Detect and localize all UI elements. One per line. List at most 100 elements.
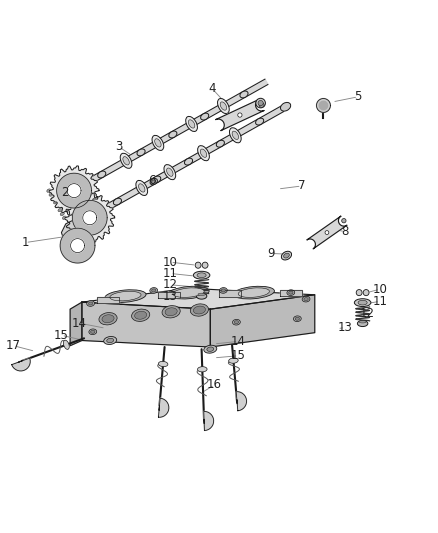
Ellipse shape	[107, 338, 113, 343]
Ellipse shape	[200, 149, 207, 157]
Ellipse shape	[88, 302, 93, 305]
Ellipse shape	[229, 358, 238, 364]
Ellipse shape	[356, 289, 362, 296]
Ellipse shape	[198, 146, 209, 161]
Ellipse shape	[193, 271, 210, 279]
Text: 17: 17	[6, 339, 21, 352]
Text: 8: 8	[342, 225, 349, 238]
Ellipse shape	[289, 291, 293, 294]
Ellipse shape	[256, 118, 264, 125]
Ellipse shape	[186, 116, 198, 132]
Ellipse shape	[280, 102, 291, 111]
Ellipse shape	[198, 367, 207, 372]
Ellipse shape	[195, 262, 201, 268]
Polygon shape	[60, 228, 95, 263]
Ellipse shape	[220, 102, 226, 110]
Ellipse shape	[51, 197, 55, 200]
Ellipse shape	[293, 316, 301, 321]
Ellipse shape	[304, 297, 308, 301]
Polygon shape	[307, 216, 347, 249]
Ellipse shape	[110, 292, 141, 301]
Ellipse shape	[131, 309, 150, 321]
Polygon shape	[93, 106, 283, 217]
Polygon shape	[97, 297, 119, 303]
Ellipse shape	[150, 288, 158, 293]
Polygon shape	[210, 295, 315, 347]
Ellipse shape	[201, 113, 209, 120]
Ellipse shape	[354, 298, 371, 306]
Polygon shape	[49, 166, 99, 215]
Ellipse shape	[233, 319, 240, 325]
Ellipse shape	[259, 102, 264, 107]
Ellipse shape	[89, 329, 97, 335]
Ellipse shape	[284, 253, 290, 258]
Ellipse shape	[198, 293, 205, 296]
Ellipse shape	[196, 293, 207, 299]
Ellipse shape	[207, 347, 214, 351]
Ellipse shape	[158, 361, 168, 367]
Ellipse shape	[120, 154, 132, 168]
Text: 13: 13	[163, 289, 178, 303]
Ellipse shape	[166, 168, 173, 176]
Ellipse shape	[99, 312, 117, 325]
Ellipse shape	[233, 286, 275, 299]
Ellipse shape	[230, 128, 241, 143]
Ellipse shape	[238, 113, 242, 117]
Polygon shape	[215, 99, 264, 131]
Ellipse shape	[102, 315, 114, 322]
Ellipse shape	[98, 171, 106, 178]
Text: 14: 14	[71, 317, 86, 329]
Polygon shape	[236, 392, 247, 411]
Ellipse shape	[216, 140, 224, 147]
Ellipse shape	[136, 180, 148, 196]
Polygon shape	[57, 173, 92, 208]
Ellipse shape	[357, 320, 368, 327]
Ellipse shape	[105, 290, 146, 302]
Text: 11: 11	[373, 295, 388, 308]
Polygon shape	[12, 358, 30, 371]
Ellipse shape	[169, 131, 177, 138]
Ellipse shape	[202, 262, 208, 268]
Text: 13: 13	[338, 321, 353, 334]
Ellipse shape	[184, 158, 193, 165]
Polygon shape	[82, 288, 315, 309]
Ellipse shape	[58, 208, 62, 212]
Ellipse shape	[221, 289, 226, 292]
Polygon shape	[78, 79, 268, 190]
Ellipse shape	[325, 231, 329, 235]
Ellipse shape	[49, 193, 53, 196]
Ellipse shape	[152, 135, 164, 150]
Ellipse shape	[342, 219, 346, 223]
Text: 4: 4	[209, 83, 216, 95]
Ellipse shape	[152, 289, 156, 292]
Text: 15: 15	[231, 349, 246, 362]
Ellipse shape	[164, 165, 176, 180]
Text: 5: 5	[355, 90, 362, 103]
Ellipse shape	[60, 212, 64, 215]
Ellipse shape	[281, 251, 292, 260]
Ellipse shape	[238, 288, 269, 297]
Ellipse shape	[218, 99, 229, 114]
Text: 2: 2	[61, 186, 68, 199]
Ellipse shape	[240, 91, 248, 98]
Text: 12: 12	[360, 307, 374, 320]
Ellipse shape	[113, 198, 121, 205]
Ellipse shape	[53, 200, 57, 204]
Ellipse shape	[47, 189, 51, 192]
Ellipse shape	[191, 304, 208, 316]
Ellipse shape	[173, 288, 204, 297]
Ellipse shape	[56, 205, 60, 208]
Polygon shape	[67, 184, 81, 198]
Ellipse shape	[87, 301, 95, 306]
Text: 14: 14	[231, 335, 246, 348]
Text: 12: 12	[163, 278, 178, 291]
Ellipse shape	[165, 308, 177, 316]
Ellipse shape	[204, 345, 217, 353]
Ellipse shape	[359, 320, 366, 323]
Ellipse shape	[295, 317, 300, 320]
Ellipse shape	[258, 100, 263, 106]
Polygon shape	[159, 398, 169, 417]
Ellipse shape	[302, 296, 310, 302]
Text: 6: 6	[148, 174, 155, 187]
Ellipse shape	[134, 311, 147, 319]
